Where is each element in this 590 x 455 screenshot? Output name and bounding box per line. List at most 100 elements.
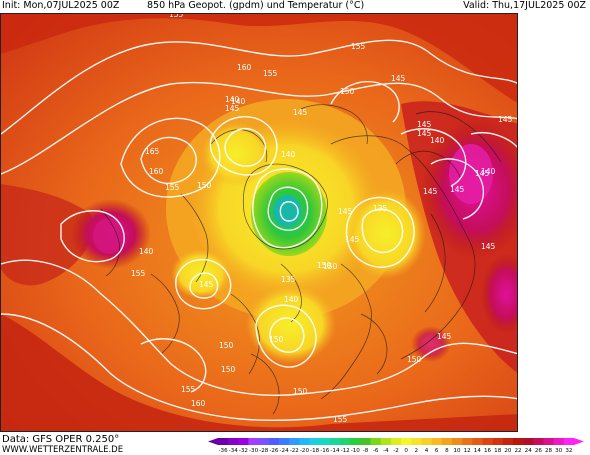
contour-label: 140 [481,167,496,176]
scale-cell [421,438,432,445]
scale-tick-label: -2 [393,448,399,454]
scale-cell [258,438,270,445]
contour-label: 140 [231,97,246,106]
scale-tick-label: 2 [415,448,419,454]
data-source-label: Data: GFS OPER 0.250° [2,434,120,445]
temperature-color-scale: -36 -34 -32 -30 -28 -26 -24 -22 -20 -18 -16 -14 -12-… [208,438,584,454]
scale-cell [350,438,361,445]
scale-cell [441,438,453,445]
scale-cell [390,438,402,445]
scale-cell [289,438,300,445]
scale-tick-label: -34 [229,448,239,454]
scale-cell [268,438,280,445]
scale-tick-label: -8 [363,448,369,454]
contour-label: 145 [338,207,353,216]
scale-cell [472,438,483,445]
scale-arrow-right [574,438,584,445]
contour-label: 160 [191,399,206,408]
scale-cell [279,438,290,445]
contour-label: 155 [131,269,146,278]
contour-label: 150 [219,341,234,350]
scale-tick-label: -32 [239,448,248,454]
contour-label: 145 [450,185,465,194]
init-time-label: Init: Mon,07JUL2025 00Z [2,0,120,11]
scale-tick-label: -4 [383,448,389,454]
contour-label: 145 [345,235,360,244]
scale-tick-label: -10 [351,448,361,454]
contour-label: 145 [481,242,496,251]
contour-label: 150 [317,261,332,270]
scale-cell [451,438,463,445]
contour-label: 160 [149,167,164,176]
scale-cell [309,438,321,445]
scale-cell [299,438,310,445]
contour-label: 145 [475,169,490,178]
scale-cell [563,438,575,445]
scale-tick-label: 16 [484,448,492,454]
scale-cell [248,438,259,445]
contour-label: 140 [139,247,154,256]
scale-tick-label: 18 [494,448,502,454]
scale-cell [380,438,392,445]
scale-tick-label: 32 [565,448,572,454]
valid-time-label: Valid: Thu,17JUL2025 00Z [463,0,586,11]
contour-label: 145 [437,332,452,341]
contour-label: 150 [269,335,284,344]
scale-tick-label: -12 [341,448,350,454]
weather-map[interactable]: 155 155 160 155 145 140 145 145 165 160 155 150 140 1… [0,13,518,432]
scale-cell [523,438,534,445]
website-label: WWW.WETTERZENTRALE.DE [2,445,124,455]
chart-title: 850 hPa Geopot. (gpdm) und Temperatur (°… [147,0,365,11]
contour-label: 150 [407,355,422,364]
contour-label: 140 [225,95,240,104]
scale-tick-label: -36 [219,448,229,454]
scale-cell [319,438,331,445]
scale-cell [370,438,382,445]
scale-tick-label: 0 [404,448,408,454]
contour-label: 150 [197,181,212,190]
scale-tick-label: -16 [320,448,330,454]
contour-label: 140 [281,150,296,159]
scale-tick-label: 30 [555,448,563,454]
contour-label: 135 [281,275,296,284]
contour-label: 150 [340,87,355,96]
scale-tick-label: 22 [514,448,521,454]
scale-tick-label: 14 [474,448,482,454]
scale-cell [462,438,473,445]
scale-tick-label: 6 [435,448,439,454]
contour-label: 160 [237,63,252,72]
scale-cell [340,438,351,445]
scale-cell [360,438,371,445]
contour-label: 145 [423,187,438,196]
scale-cell [238,438,249,445]
scale-cell [492,438,504,445]
contour-label: 150 [293,387,308,396]
contour-label: 140 [430,136,445,145]
scale-cell [411,438,422,445]
contour-label: 155 [165,183,180,192]
scale-tick-label: 28 [545,448,553,454]
contour-label: 145 [391,74,406,83]
scale-tick-label: 12 [464,448,471,454]
scale-cell [329,438,341,445]
scale-tick-label: -28 [259,448,269,454]
contour-label: 155 [351,42,366,51]
scale-arrow-left [208,438,218,445]
scale-tick-label: -22 [290,448,299,454]
scale-tick-label: -24 [280,448,290,454]
contour-label: 155 [181,385,196,394]
scale-cell [228,438,239,445]
contour-label: 145 [417,129,432,138]
contour-label: 150 [323,262,338,271]
scale-tick-label: 10 [453,448,461,454]
contour-label: 140 [284,295,299,304]
scale-tick-label: 24 [525,448,533,454]
scale-tick-label: 8 [445,448,449,454]
scale-tick-label: 4 [425,448,429,454]
contour-label: 165 [145,147,160,156]
scale-tick-label: -18 [310,448,320,454]
scale-cell [218,438,229,445]
scale-cell [553,438,565,445]
scale-cell [533,438,544,445]
contour-label: 155 [333,415,348,424]
